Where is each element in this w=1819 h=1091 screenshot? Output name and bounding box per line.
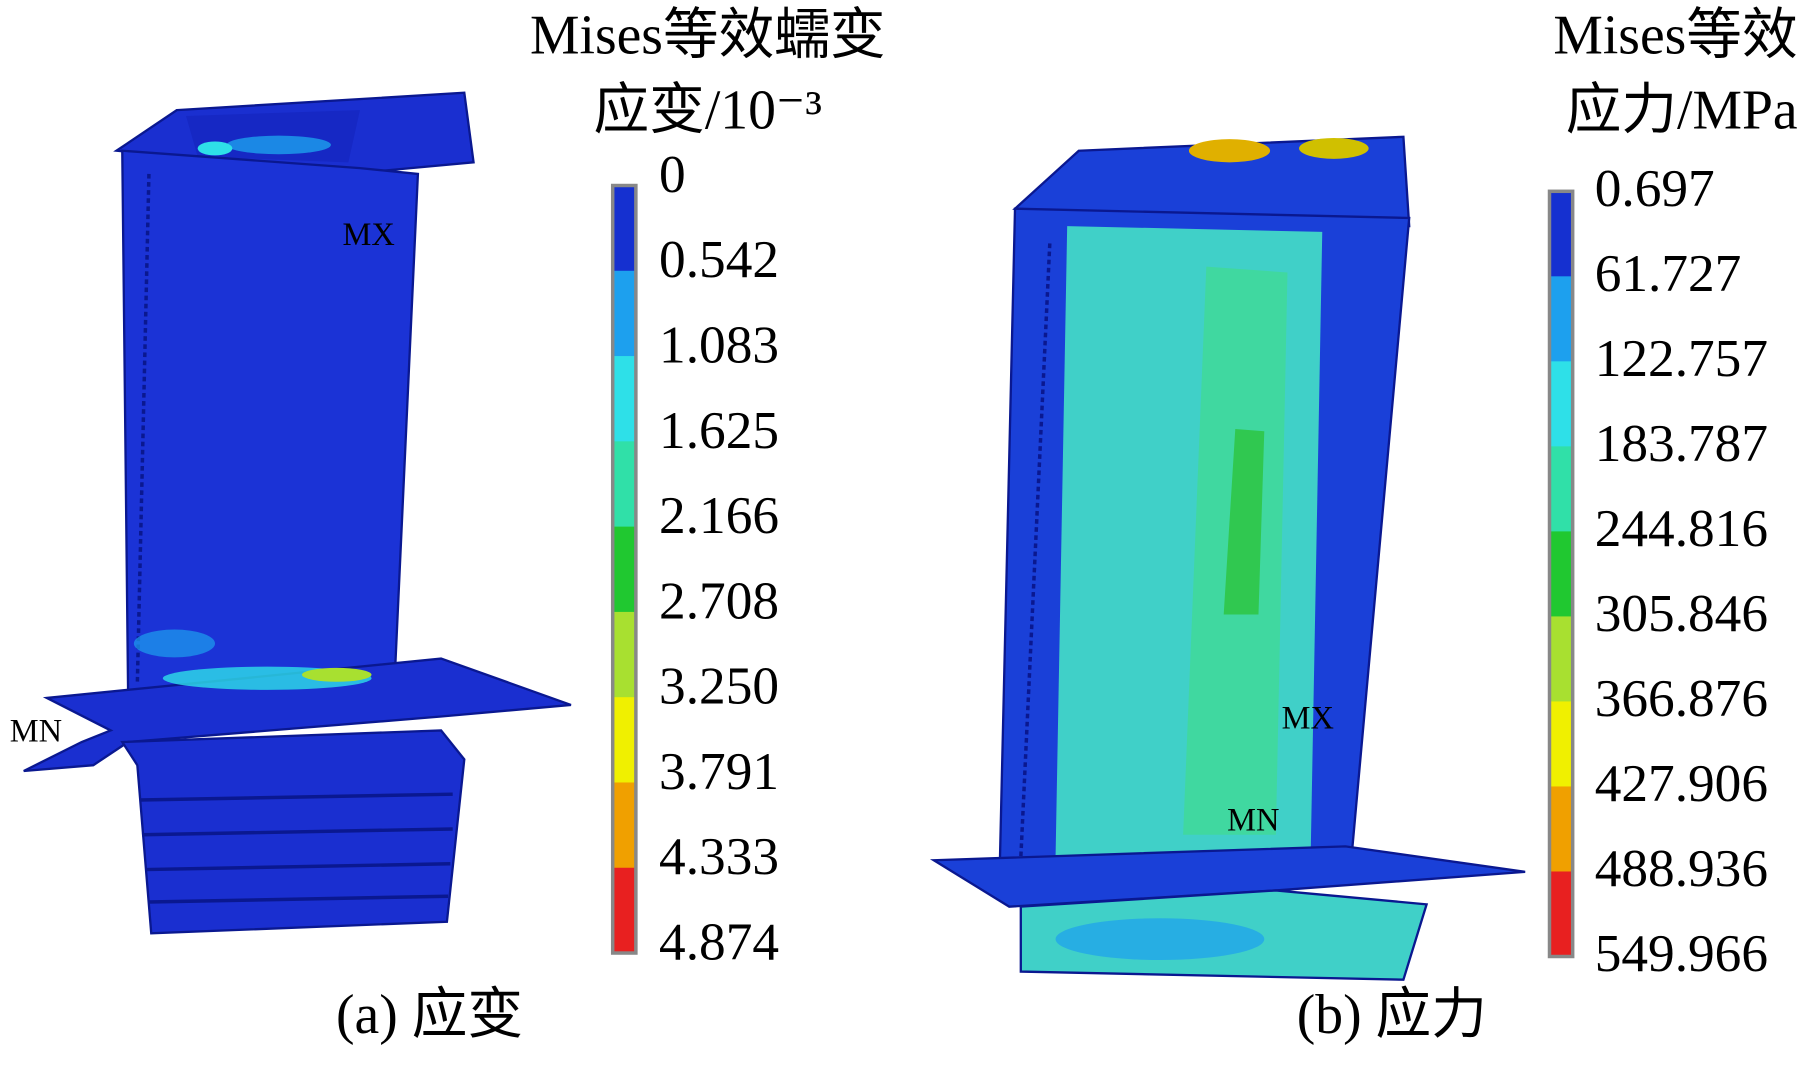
colorbar-frame <box>1547 189 1575 959</box>
annotation: MN <box>1227 803 1279 839</box>
annotation: MX <box>343 217 395 253</box>
colorbar-segment <box>1549 361 1573 447</box>
blade-a <box>23 91 572 935</box>
colorbar-label: 4.874 <box>659 911 779 971</box>
colorbar-frame <box>610 183 638 955</box>
colorbar-label: 3.250 <box>659 656 779 716</box>
colorbar-label: 2.708 <box>659 570 779 630</box>
colorbar-b: 0.697 61.727 122.757 183.787 244.816 305.846 3… <box>1547 158 1768 983</box>
colorbar-label: 0.697 <box>1595 158 1715 218</box>
colorbar-label: 305.846 <box>1595 583 1768 643</box>
colorbar-segment <box>1549 786 1573 873</box>
colorbar-segment <box>612 356 636 442</box>
colorbar-segment <box>612 270 636 357</box>
colorbar-label: 4.333 <box>659 826 779 886</box>
colorbar-segment <box>612 867 636 954</box>
blade-b <box>929 135 1526 981</box>
legend-title: 应力/MPa <box>1566 80 1798 142</box>
annotation: MN <box>10 713 62 749</box>
colorbar-label: 122.757 <box>1595 328 1768 388</box>
colorbar-segment <box>1549 276 1573 362</box>
colorbar-label: 488.936 <box>1595 838 1768 898</box>
legend-title: Mises等效 <box>1553 4 1797 66</box>
colorbar-label: 61.727 <box>1595 243 1742 303</box>
colorbar-segment <box>1549 531 1573 617</box>
legend-title: 应变/10⁻³ <box>594 80 822 142</box>
annotation: MX <box>1282 701 1334 737</box>
colorbar-segment <box>1549 191 1573 277</box>
colorbar-label: 427.906 <box>1595 753 1768 813</box>
colorbar-segment <box>612 441 636 528</box>
colorbar-segment <box>612 526 636 613</box>
colorbar-segment <box>612 697 636 784</box>
colorbar-label: 1.083 <box>659 315 779 375</box>
caption: (b) 应力 <box>1297 984 1487 1046</box>
colorbar-a: 0 0.542 1.083 1.625 2.166 2.708 3.250 3.791 4.33… <box>610 144 779 971</box>
colorbar-label: 244.816 <box>1595 498 1768 558</box>
colorbar-label: 366.876 <box>1595 668 1768 728</box>
colorbar-segment <box>1549 871 1573 958</box>
colorbar-segment <box>612 185 636 272</box>
colorbar-label: 549.966 <box>1595 923 1768 983</box>
colorbar-segment <box>612 782 636 869</box>
colorbar-label: 3.791 <box>659 741 779 801</box>
legend-title: Mises等效蠕变 <box>530 4 886 66</box>
colorbar-label: 2.166 <box>659 485 779 545</box>
caption: (a) 应变 <box>336 984 523 1046</box>
colorbar-segment <box>1549 446 1573 532</box>
colorbar-label: 0.542 <box>659 229 779 289</box>
colorbar-segment <box>1549 616 1573 703</box>
colorbar-label: 1.625 <box>659 400 779 460</box>
colorbar-label: 0 <box>659 144 686 204</box>
colorbar-segment <box>612 611 636 698</box>
colorbar-segment <box>1549 701 1573 788</box>
colorbar-label: 183.787 <box>1595 413 1768 473</box>
